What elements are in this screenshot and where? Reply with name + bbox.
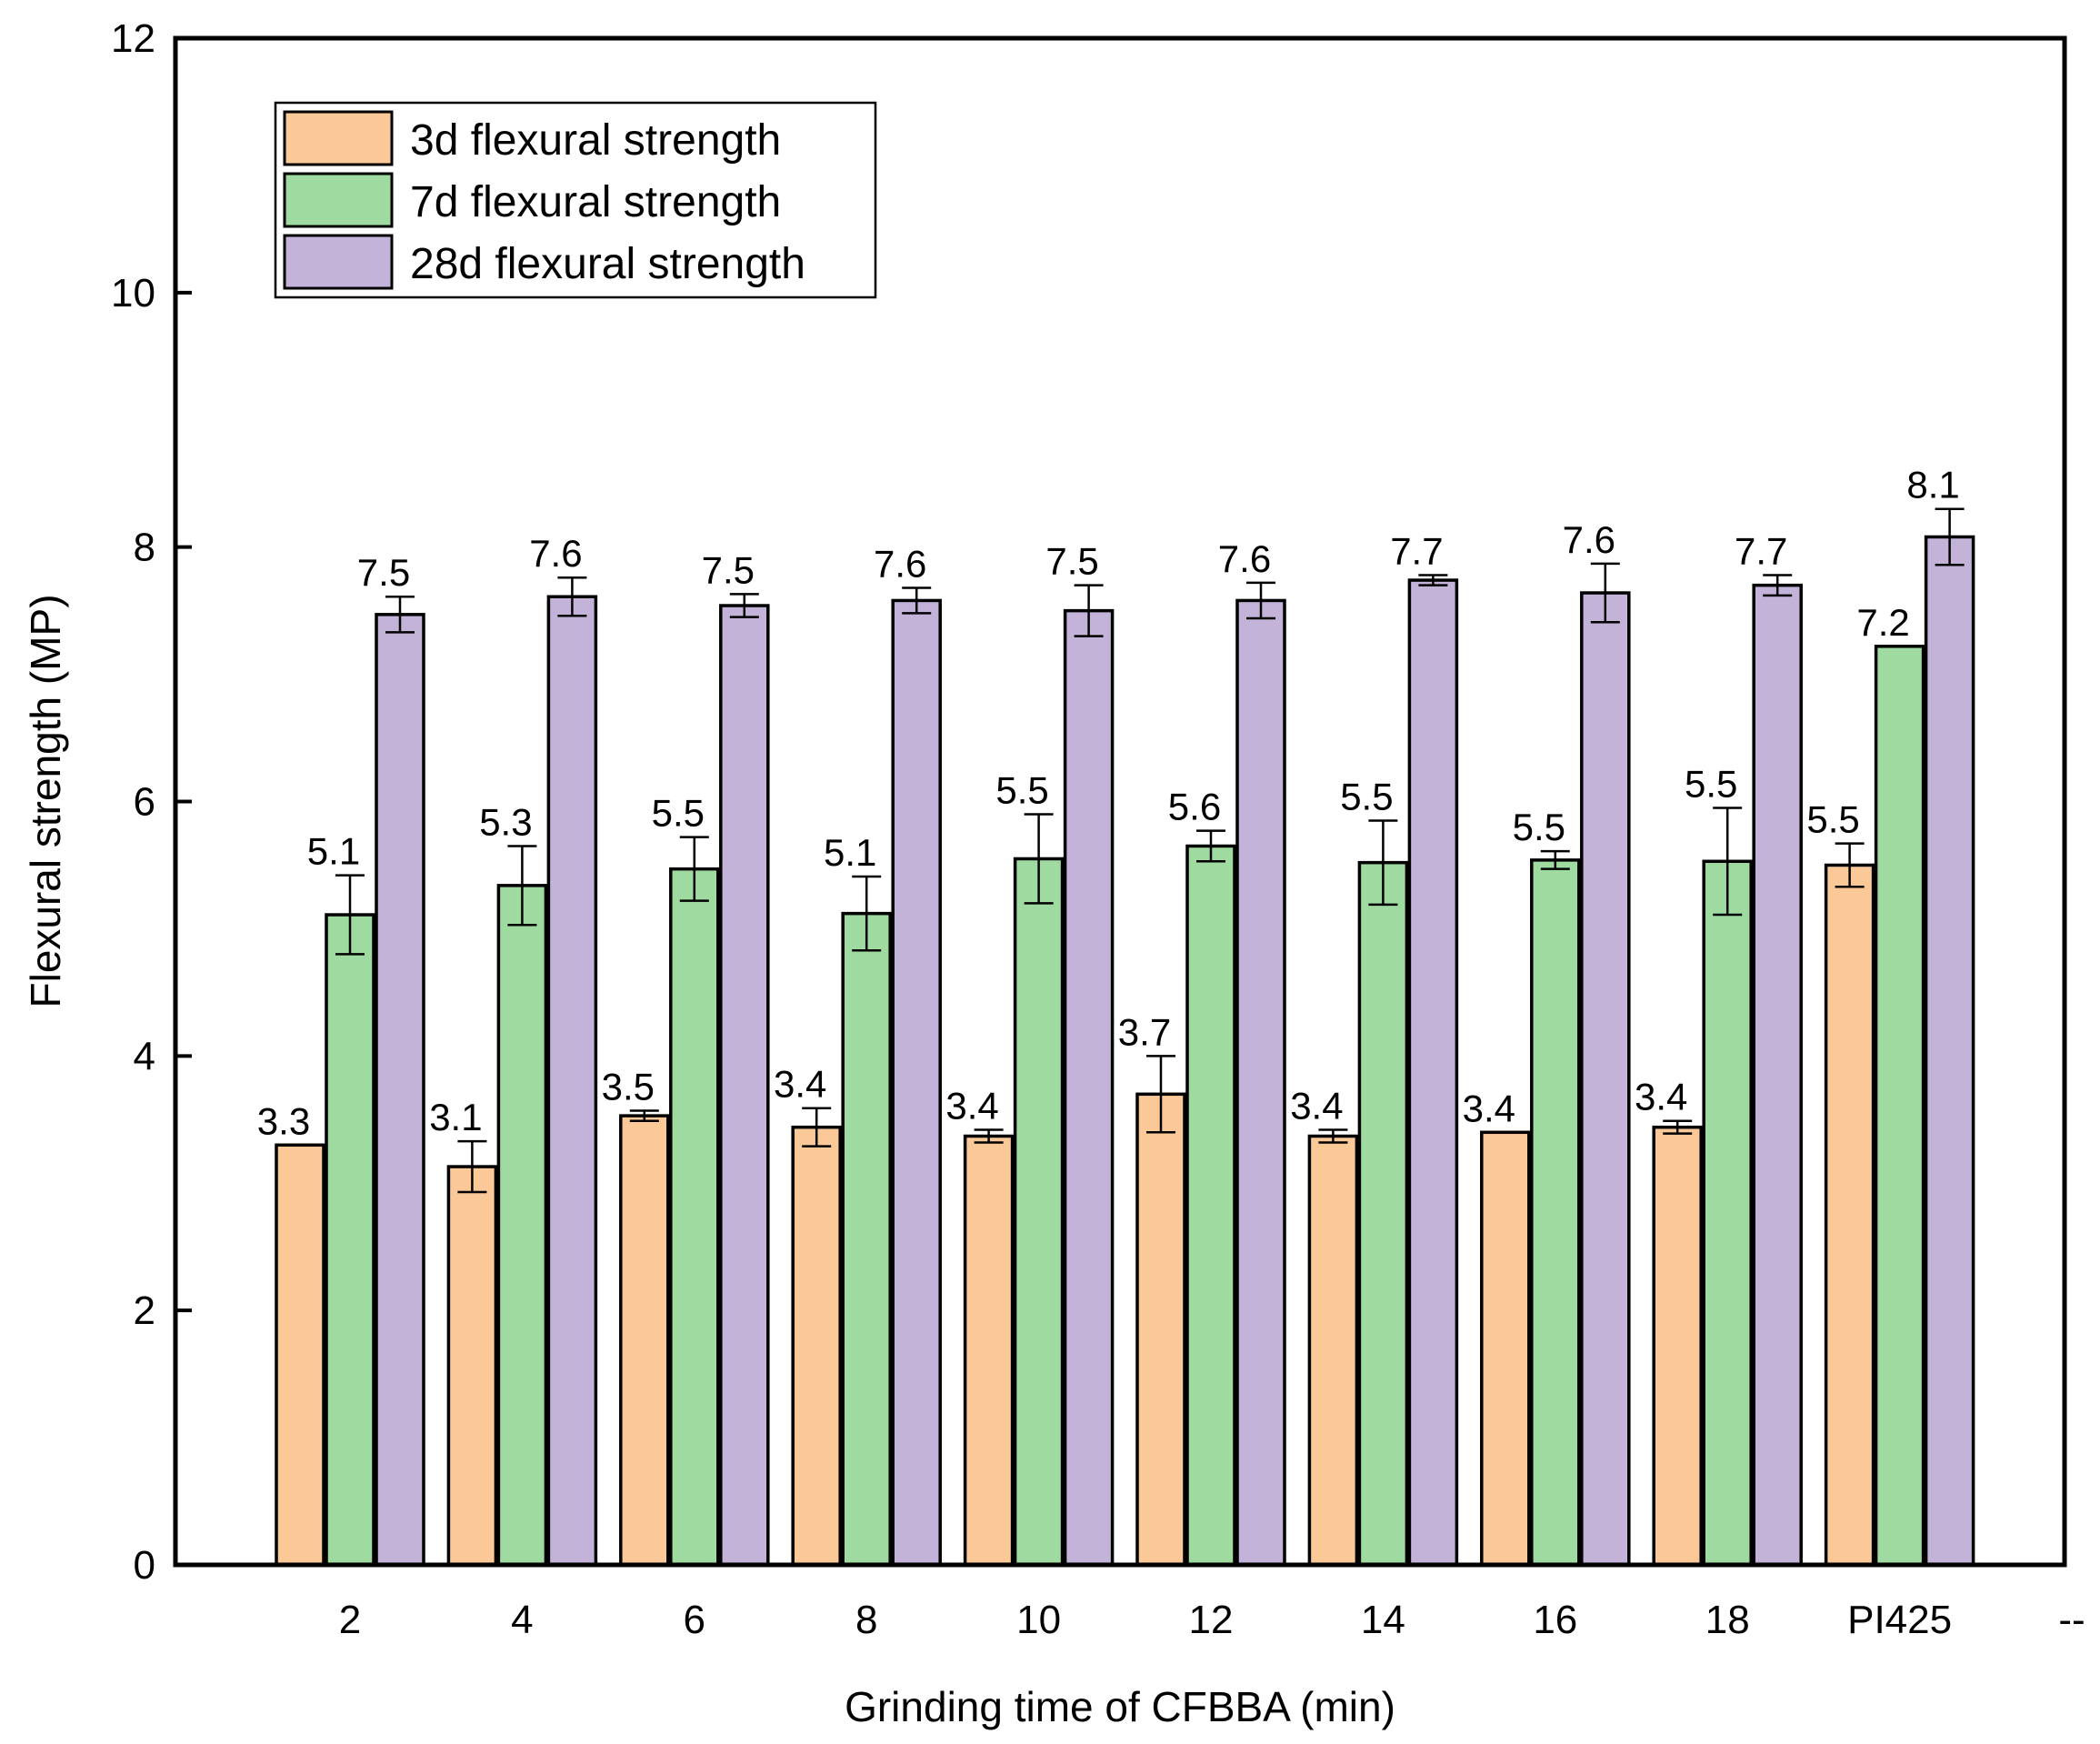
y-tick-label: 2 — [134, 1288, 155, 1333]
bar — [1013, 857, 1065, 1567]
bar — [1135, 1092, 1186, 1567]
plot-frame — [173, 35, 2067, 1568]
error-bars — [335, 507, 1965, 1194]
x-tick-label: 14 — [1361, 1598, 1405, 1642]
data-label: 5.3 — [479, 800, 532, 843]
bar — [669, 867, 720, 1567]
x-tick-label: 12 — [1189, 1598, 1234, 1642]
data-label: 3.4 — [774, 1063, 826, 1106]
x-tick-label: 10 — [1016, 1598, 1061, 1642]
bar — [791, 1125, 842, 1567]
bar — [1752, 583, 1803, 1567]
bar — [1357, 860, 1409, 1567]
bar — [719, 604, 770, 1567]
bar — [1824, 863, 1875, 1567]
data-label: 5.1 — [824, 831, 876, 874]
y-axis-title: Flexural strength (MP) — [22, 594, 69, 1007]
y-tick-label: 4 — [134, 1034, 155, 1078]
x-tick-label: 16 — [1533, 1598, 1577, 1642]
legend-swatch-7d — [283, 172, 394, 228]
data-label: 3.4 — [1463, 1087, 1515, 1129]
y-tick-label: 10 — [111, 271, 155, 316]
bar — [1924, 535, 1975, 1567]
x-tick-label: 18 — [1705, 1598, 1750, 1642]
data-label: 3.3 — [257, 1099, 310, 1142]
x-tick-label: 2 — [339, 1598, 361, 1642]
y-tick-label: 0 — [134, 1543, 155, 1588]
data-label: 7.2 — [1856, 601, 1909, 644]
data-label: 5.5 — [995, 768, 1048, 811]
bar — [1702, 859, 1753, 1567]
bar — [1530, 858, 1581, 1567]
data-label: 5.5 — [652, 792, 705, 835]
bar — [1580, 591, 1631, 1567]
legend-label-3d: 3d flexural strength — [410, 116, 781, 165]
bar — [1874, 645, 1925, 1567]
legend-swatch-28d — [283, 234, 394, 290]
bar — [1185, 844, 1236, 1567]
bar — [891, 598, 942, 1567]
data-label: 5.5 — [1806, 798, 1859, 841]
data-label: 8.1 — [1906, 464, 1959, 506]
data-label: 3.7 — [1118, 1010, 1171, 1053]
bar — [1652, 1125, 1703, 1567]
data-label: 3.4 — [945, 1084, 998, 1127]
data-label: 3.1 — [429, 1096, 482, 1138]
x-tick-label: PI425 — [1847, 1598, 1952, 1642]
bar — [275, 1143, 325, 1567]
bar — [496, 884, 548, 1567]
data-label: 7.6 — [1218, 537, 1271, 580]
bar — [1063, 608, 1115, 1567]
legend-label-28d: 28d flexural strength — [410, 240, 805, 288]
x-axis-title: Grinding time of CFBBA (min) — [845, 1683, 1395, 1730]
data-label: 5.6 — [1168, 786, 1221, 828]
x-tick-label: 8 — [855, 1598, 877, 1642]
bar — [546, 595, 598, 1567]
legend-label-7d: 7d flexural strength — [410, 178, 781, 226]
data-label: 7.6 — [529, 532, 582, 575]
data-label: 7.7 — [1390, 529, 1443, 572]
bar — [1235, 598, 1286, 1567]
x-tick-label: 6 — [684, 1598, 705, 1642]
bar — [446, 1165, 498, 1567]
y-tick-label: 6 — [134, 780, 155, 825]
data-label: 5.5 — [1340, 775, 1393, 817]
bar — [1307, 1134, 1359, 1567]
data-label: 7.6 — [874, 542, 926, 585]
data-label: 7.7 — [1735, 529, 1787, 572]
data-label: 7.5 — [1045, 540, 1098, 583]
y-tick-label: 8 — [134, 526, 155, 570]
data-label: 5.5 — [1685, 762, 1737, 805]
data-label: 3.5 — [602, 1065, 655, 1108]
bar — [841, 911, 892, 1567]
legend: 3d flexural strength 7d flexural strengt… — [274, 101, 877, 299]
y-axis-ticks: 0 2 4 6 8 10 12 — [111, 16, 192, 1588]
x-axis-ticks: 2 4 6 8 10 12 14 16 18 PI425 -- — [339, 1598, 2085, 1642]
data-label: 7.5 — [702, 548, 755, 591]
bar — [619, 1114, 670, 1567]
data-label: 5.5 — [1513, 806, 1565, 848]
y-tick-label: 12 — [111, 16, 155, 61]
data-label: 3.4 — [1290, 1084, 1343, 1127]
x-tick-label: 4 — [511, 1598, 533, 1642]
data-label: 5.1 — [307, 830, 360, 873]
legend-swatch-3d — [283, 110, 394, 166]
x-tick-label: -- — [2058, 1598, 2085, 1642]
data-label: 7.5 — [357, 551, 410, 594]
bar — [1407, 578, 1459, 1567]
data-label: 3.4 — [1635, 1076, 1687, 1118]
bar — [375, 613, 425, 1567]
data-labels: 3.3 3.1 3.5 3.4 3.4 3.7 3.4 3.4 3.4 5.5 5.1 5.3 5.5 5… — [257, 464, 1960, 1143]
bar — [963, 1134, 1015, 1567]
bar — [325, 913, 375, 1567]
bar — [1480, 1130, 1531, 1567]
data-label: 7.6 — [1563, 518, 1615, 561]
